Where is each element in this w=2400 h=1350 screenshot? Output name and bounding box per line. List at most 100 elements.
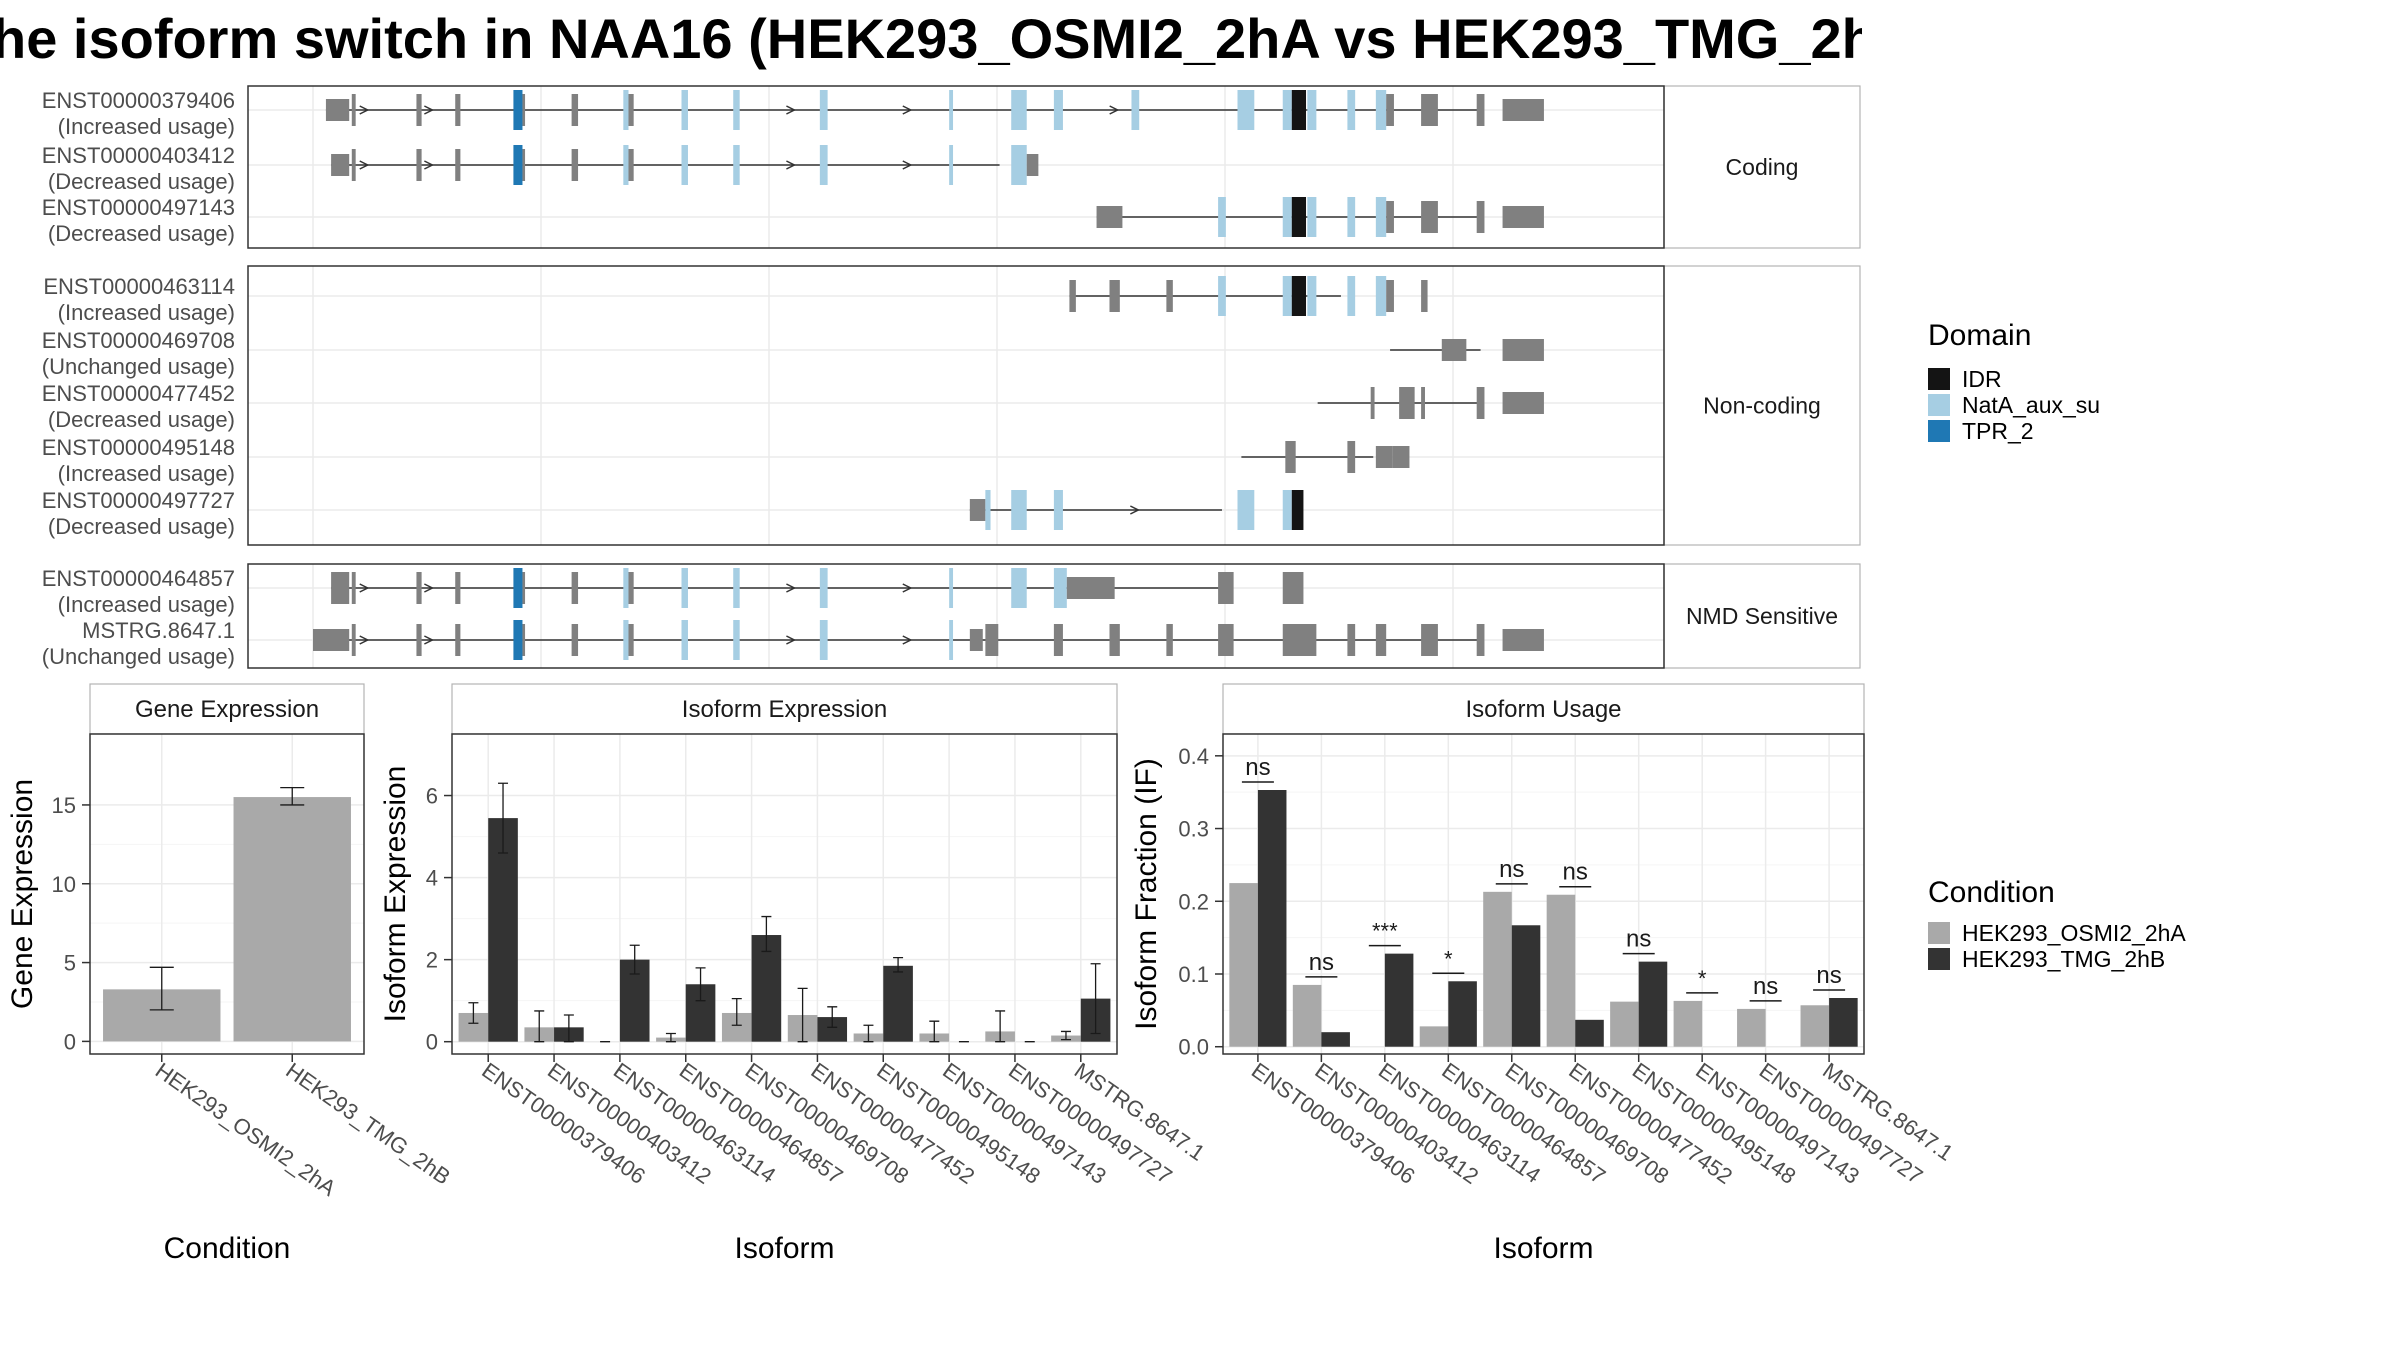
- y-axis-label: Gene Expression: [6, 779, 39, 1009]
- exon: [628, 94, 634, 126]
- domain-nata-aux-su: [1347, 276, 1356, 316]
- domain-nata-aux-su: [733, 568, 740, 608]
- condition-legend-swatch: [1928, 922, 1950, 944]
- domain-legend-swatch: [1928, 394, 1950, 416]
- domain-legend-label: IDR: [1962, 366, 2002, 392]
- error-bar: [280, 786, 305, 806]
- exon: [1166, 624, 1173, 656]
- y-tick-label: 0: [426, 1030, 438, 1055]
- chart-title: Isoform Usage: [1465, 696, 1621, 723]
- error-bar: [827, 1006, 838, 1028]
- exon: [1476, 201, 1485, 233]
- domain-nata-aux-su: [623, 145, 629, 185]
- bar: [1638, 961, 1668, 1047]
- direction-arrow: [786, 635, 797, 645]
- domain-nata-aux-su: [1131, 90, 1140, 130]
- exon: [325, 99, 350, 121]
- bar: [751, 935, 782, 1042]
- domain-nata-aux-su: [1347, 197, 1356, 237]
- direction-arrow: [902, 105, 913, 115]
- direction-arrow: [359, 635, 370, 645]
- exon: [571, 94, 579, 126]
- transcript-enst00000469708: ENST00000469708(Unchanged usage): [42, 328, 1544, 379]
- y-tick-label: 10: [52, 872, 76, 897]
- direction-arrow: [786, 583, 797, 593]
- exon: [522, 94, 526, 126]
- domain-nata-aux-su: [1237, 490, 1255, 530]
- transcript-enst00000403412: ENST00000403412(Decreased usage): [42, 143, 1039, 194]
- domain-legend-swatch: [1928, 368, 1950, 390]
- exon: [1109, 624, 1120, 656]
- bar: [1448, 981, 1477, 1047]
- exon: [351, 149, 356, 181]
- transcript-id-label: ENST00000463114: [43, 274, 235, 299]
- y-tick-label: 0.3: [1178, 817, 1209, 842]
- error-bar: [1090, 963, 1101, 1035]
- exon: [1386, 280, 1394, 312]
- significance-label: ns: [1245, 754, 1270, 781]
- exon: [969, 629, 983, 651]
- exon: [455, 624, 461, 656]
- significance-label: *: [1444, 946, 1453, 971]
- transcript-enst00000497143: ENST00000497143(Decreased usage): [42, 195, 1544, 246]
- transcript-usage-label: (Increased usage): [58, 300, 235, 325]
- exon: [628, 572, 634, 604]
- plot-border: [1222, 733, 1865, 1055]
- panel-label: Coding: [1726, 154, 1799, 180]
- direction-arrow: [424, 583, 435, 593]
- direction-arrow: [902, 635, 913, 645]
- exon: [1399, 387, 1415, 419]
- transcript-usage-label: (Increased usage): [58, 461, 235, 486]
- exon: [985, 624, 999, 656]
- domain-nata-aux-su: [819, 145, 828, 185]
- domain-nata-aux-su: [1347, 90, 1356, 130]
- error-bar: [1060, 1030, 1071, 1041]
- exon: [1441, 339, 1467, 361]
- transcript-enst00000497727: ENST00000497727(Decreased usage): [42, 488, 1304, 539]
- plot-background: [452, 734, 1117, 1054]
- y-tick-label: 2: [426, 948, 438, 973]
- exon: [522, 572, 526, 604]
- transcript-enst00000477452: ENST00000477452(Decreased usage): [42, 381, 1544, 432]
- panel-label: NMD Sensitive: [1686, 603, 1838, 629]
- exon: [313, 629, 350, 651]
- x-axis-label: Isoform: [1493, 1232, 1593, 1265]
- y-tick-label: 0.0: [1178, 1035, 1209, 1060]
- chart-title: Isoform Expression: [682, 696, 887, 723]
- exon: [1347, 441, 1356, 473]
- exon: [571, 149, 579, 181]
- error-bar: [929, 1020, 940, 1043]
- exon: [1347, 624, 1356, 656]
- domain-nata-aux-su: [1282, 276, 1292, 316]
- exon: [1166, 280, 1173, 312]
- y-axis-label: Isoform Fraction (IF): [1130, 758, 1163, 1030]
- domain-nata-aux-su: [681, 145, 688, 185]
- error-bar: [629, 944, 640, 975]
- exon: [628, 149, 634, 181]
- domain-nata-aux-su: [1218, 197, 1226, 237]
- domain-nata-aux-su: [1282, 490, 1292, 530]
- domain-idr: [1291, 197, 1307, 237]
- error-bar: [498, 782, 509, 854]
- plot-border: [89, 733, 365, 1055]
- exon: [628, 624, 634, 656]
- domain-idr: [1291, 490, 1304, 530]
- panel-border: [247, 85, 1665, 249]
- figure-title: he isoform switch in NAA16 (HEK293_OSMI2…: [0, 7, 1862, 70]
- significance-label: *: [1698, 966, 1707, 991]
- domain-nata-aux-su: [1307, 90, 1317, 130]
- error-bar: [797, 987, 808, 1043]
- panel-strip: [1663, 265, 1861, 546]
- exon: [522, 624, 526, 656]
- exon: [1476, 387, 1485, 419]
- domain-nata-aux-su: [1011, 145, 1027, 185]
- exon: [1476, 94, 1485, 126]
- domain-nata-aux-su: [1218, 276, 1226, 316]
- error-bar: [563, 1014, 574, 1043]
- y-tick-label: 0.2: [1178, 889, 1209, 914]
